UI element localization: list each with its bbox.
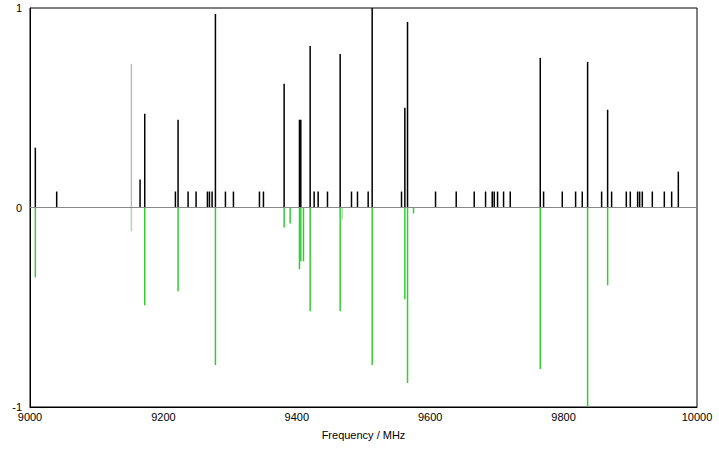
svg-text:9400: 9400 — [285, 411, 309, 423]
svg-text:9800: 9800 — [551, 411, 575, 423]
svg-text:10000: 10000 — [682, 411, 713, 423]
svg-text:9200: 9200 — [151, 411, 175, 423]
svg-text:9000: 9000 — [18, 411, 42, 423]
svg-text:Frequency / MHz: Frequency / MHz — [322, 429, 406, 441]
svg-text:9600: 9600 — [418, 411, 442, 423]
svg-text:-1: -1 — [12, 401, 22, 413]
svg-text:1: 1 — [16, 2, 22, 14]
svg-text:0: 0 — [16, 202, 22, 214]
